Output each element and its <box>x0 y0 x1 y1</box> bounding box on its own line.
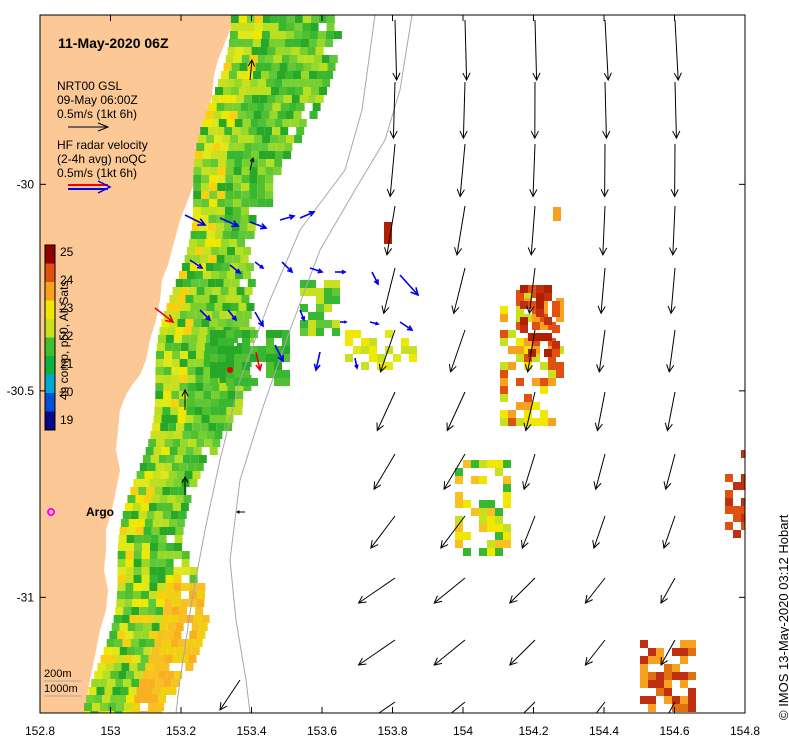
x-tick-label: 154 <box>453 724 473 738</box>
argo-label: Argo <box>86 505 114 519</box>
colorbar-label: 4h comp, p50, All Sats <box>57 281 71 400</box>
depth-legend-200m: 200m <box>44 668 72 680</box>
radar-legend-line1: HF radar velocity <box>57 138 148 152</box>
isobath-1000m <box>229 15 413 713</box>
colorbar-tick-label: 25 <box>60 245 74 259</box>
x-tick-label: 154.2 <box>518 724 548 738</box>
x-tick-label: 152.8 <box>25 724 55 738</box>
x-tick-label: 153.4 <box>236 724 266 738</box>
x-tick-label: 153.2 <box>166 724 196 738</box>
colorbar-tick-label: 22 <box>60 329 74 343</box>
argo-float-icon <box>47 508 55 516</box>
sst-colorbar: 25 24 23 22 21 20 19 <box>44 244 74 431</box>
y-tick-label: -30.5 <box>7 384 35 398</box>
current-vectors <box>154 19 682 713</box>
x-tick-label: 154.6 <box>659 724 689 738</box>
axis-ticks: 152.8 153 153.2 153.4 153.6 153.8 154 154.2 154.… <box>7 15 760 738</box>
colorbar-tick-label: 23 <box>60 301 74 315</box>
sst-pixels <box>82 15 745 713</box>
radar-legend-scale: 0.5m/s (1kt 6h) <box>57 166 137 180</box>
colorbar-tick-label: 19 <box>60 413 74 427</box>
x-tick-label: 153.6 <box>307 724 337 738</box>
credit-text: © IMOS 13-May-2020 03:12 Hobart <box>776 514 789 720</box>
radar-legend-line2: (2-4h avg) noQC <box>57 152 147 166</box>
x-tick-label: 154.4 <box>589 724 619 738</box>
map-title: 11-May-2020 06Z <box>58 35 169 51</box>
colorbar-tick-label: 24 <box>60 273 74 287</box>
y-tick-label: -31 <box>17 590 35 604</box>
y-tick-label: -30 <box>17 177 35 191</box>
model-legend-name: NRT00 GSL <box>57 79 122 93</box>
model-legend-date: 09-May 06:00Z <box>57 93 138 107</box>
x-tick-label: 154.8 <box>730 724 760 738</box>
colorbar-tick-label: 20 <box>60 385 74 399</box>
model-legend-scale: 0.5m/s (1kt 6h) <box>57 107 137 121</box>
model-legend-arrow-icon <box>68 122 110 132</box>
x-tick-label: 153.8 <box>377 724 407 738</box>
colorbar-tick-label: 21 <box>60 357 74 371</box>
depth-legend-1000m: 1000m <box>44 683 78 695</box>
radar-legend-arrow-icon <box>68 180 112 194</box>
isobath-200m <box>175 15 376 713</box>
x-tick-label: 153 <box>100 724 120 738</box>
